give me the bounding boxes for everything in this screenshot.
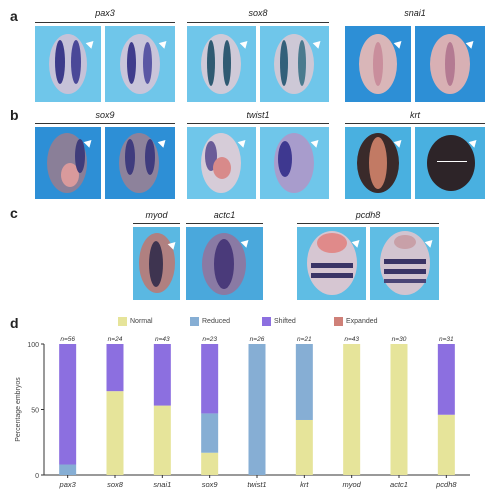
gene-label-actc1: actc1: [213, 210, 236, 220]
bar-segment-shifted: [437, 344, 455, 415]
bar-segment-normal: [153, 405, 171, 475]
n-label: n=43: [155, 336, 170, 343]
bar-segment-shifted: [106, 344, 124, 392]
gene-underline: [297, 223, 439, 224]
bar-segment-normal: [390, 344, 408, 475]
gene-label-sox8: sox8: [248, 8, 268, 18]
n-label: n=43: [344, 336, 359, 343]
bar-segment-normal: [106, 391, 124, 475]
gene-underline: [345, 123, 485, 124]
bar-segment-shifted: [153, 344, 171, 406]
x-tick-label: myod: [342, 480, 361, 489]
n-label: n=21: [297, 336, 312, 343]
legend-swatch-normal: [118, 317, 127, 326]
gene-underline: [187, 22, 329, 23]
stacked-bar-chart: 0 50 100 Percentage embryos n=56 pax3 n=24 sox8…: [15, 336, 470, 489]
y-axis-label: Percentage embryos: [15, 377, 22, 442]
embryo-image: [186, 227, 263, 300]
bar-segment-reduced: [59, 464, 77, 475]
legend-label-normal: Normal: [130, 318, 153, 325]
gene-underline: [35, 22, 175, 23]
bar-segment-reduced: [248, 344, 266, 475]
bar-segment-shifted: [201, 344, 219, 414]
x-tick-label: pcdh8: [435, 480, 457, 489]
n-label: n=31: [439, 336, 454, 343]
embryo-image: [297, 227, 366, 300]
legend-swatch-expanded: [334, 317, 343, 326]
n-label: n=26: [250, 336, 265, 343]
y-tick-label: 0: [35, 473, 39, 480]
bar-segment-normal: [343, 344, 361, 475]
panel-letter-a: a: [10, 8, 18, 24]
embryo-image: [35, 26, 101, 102]
gene-label-snai1: snai1: [404, 8, 426, 18]
gene-label-pax3: pax3: [95, 8, 115, 18]
embryo-image: [260, 26, 329, 102]
legend-label-shifted: Shifted: [274, 318, 296, 325]
bar-segment-normal: [437, 414, 455, 475]
n-label: n=56: [60, 336, 75, 343]
embryo-image: [370, 227, 439, 300]
x-tick-label: krt: [300, 480, 309, 489]
embryo-image: [345, 26, 411, 102]
embryo-image: [187, 127, 256, 199]
gene-underline: [187, 123, 329, 124]
n-label: n=24: [108, 336, 123, 343]
embryo-image: [105, 26, 175, 102]
legend-label-expanded: Expanded: [346, 318, 378, 325]
gene-label-pcdh8: pcdh8: [355, 210, 381, 220]
embryo-image: [187, 26, 256, 102]
legend-swatch-reduced: [190, 317, 199, 326]
embryo-image: [133, 227, 180, 300]
panel-letter-b: b: [10, 107, 19, 123]
bar-segment-reduced: [201, 413, 219, 453]
gene-underline: [133, 223, 180, 224]
x-tick-label: sox9: [202, 480, 219, 489]
bar-segment-normal: [295, 419, 313, 475]
panel-letter-d: d: [10, 315, 19, 331]
embryo-image: [105, 127, 175, 199]
legend-swatch-shifted: [262, 317, 271, 326]
x-tick-label: twist1: [247, 480, 266, 489]
panel-letter-c: c: [10, 205, 18, 221]
gene-label-sox9: sox9: [95, 110, 115, 120]
embryo-image: [345, 127, 411, 199]
y-tick-label: 50: [31, 408, 39, 415]
x-tick-label: pax3: [59, 480, 77, 489]
x-tick-label: sox8: [107, 480, 124, 489]
embryo-image: [35, 127, 101, 199]
gene-underline: [35, 123, 175, 124]
bar-segment-normal: [201, 452, 219, 475]
y-tick-label: 100: [27, 342, 39, 349]
legend-label-reduced: Reduced: [202, 318, 231, 325]
gene-label-myod: myod: [145, 210, 168, 220]
n-label: n=30: [392, 336, 407, 343]
gene-underline: [186, 223, 263, 224]
gene-label-twist1: twist1: [246, 110, 270, 120]
x-tick-label: snai1: [153, 480, 171, 489]
x-tick-label: actc1: [390, 480, 408, 489]
n-label: n=23: [202, 336, 217, 343]
bar-segment-reduced: [295, 344, 313, 420]
embryo-image: [415, 127, 485, 199]
bar-segment-shifted: [59, 344, 77, 465]
embryo-image: [415, 26, 485, 102]
embryo-image: [260, 127, 329, 199]
gene-label-krt: krt: [410, 110, 420, 120]
